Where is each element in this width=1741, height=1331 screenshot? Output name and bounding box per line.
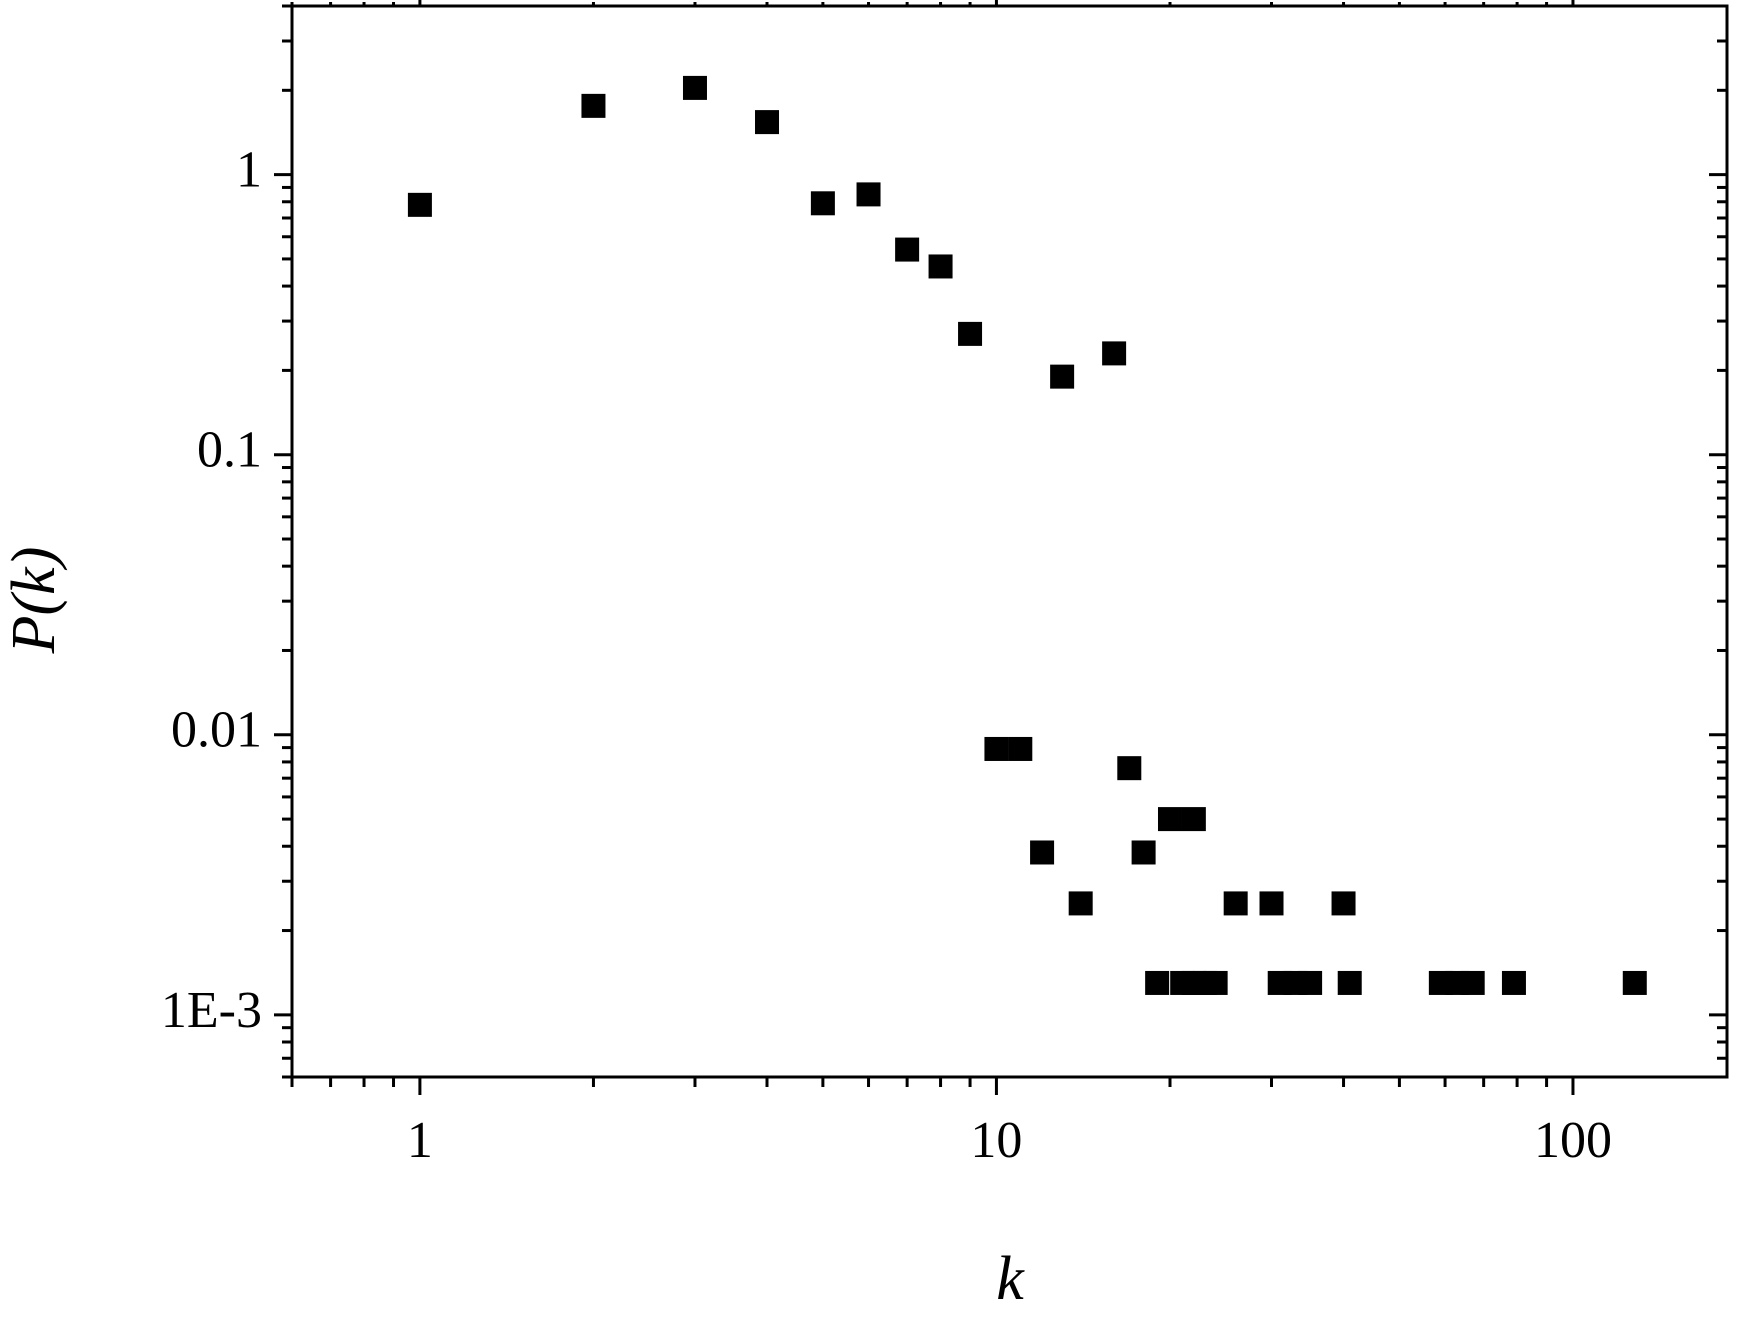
y-tick-label: 1 [236,142,262,199]
y-tick-label: 0.1 [197,422,262,479]
data-point [810,191,835,216]
y-axis-title: P(k) [0,547,68,655]
y-tick-label: 0.01 [171,702,262,759]
data-point [1181,807,1206,832]
data-point [1008,736,1033,761]
data-point [1030,840,1055,865]
data-point [1501,970,1526,995]
x-tick-label: 10 [970,1112,1022,1169]
data-point [1223,891,1248,916]
data-point [1460,970,1485,995]
data-point [1068,891,1093,916]
data-point [1131,840,1156,865]
data-point [1203,970,1228,995]
data-point [581,93,606,118]
data-point [1298,970,1323,995]
plot-frame [290,4,1729,1079]
data-point [856,182,881,207]
data-point [682,75,707,100]
x-tick-label: 1 [407,1112,433,1169]
data-point [755,110,780,135]
data-point [1622,970,1647,995]
data-point [1337,970,1362,995]
data-point [1050,364,1075,389]
data-point [1331,891,1356,916]
data-point [958,321,983,346]
y-tick-label: 1E-3 [161,982,262,1039]
data-point [407,192,432,217]
x-axis-title: k [996,1245,1025,1313]
data-point [1259,891,1284,916]
data-point [1102,341,1127,366]
data-point [1117,756,1142,781]
data-point [1145,970,1170,995]
data-point [1157,807,1182,832]
data-point [984,736,1009,761]
data-point [895,237,920,262]
data-point [928,254,953,279]
x-tick-label: 100 [1534,1112,1612,1169]
